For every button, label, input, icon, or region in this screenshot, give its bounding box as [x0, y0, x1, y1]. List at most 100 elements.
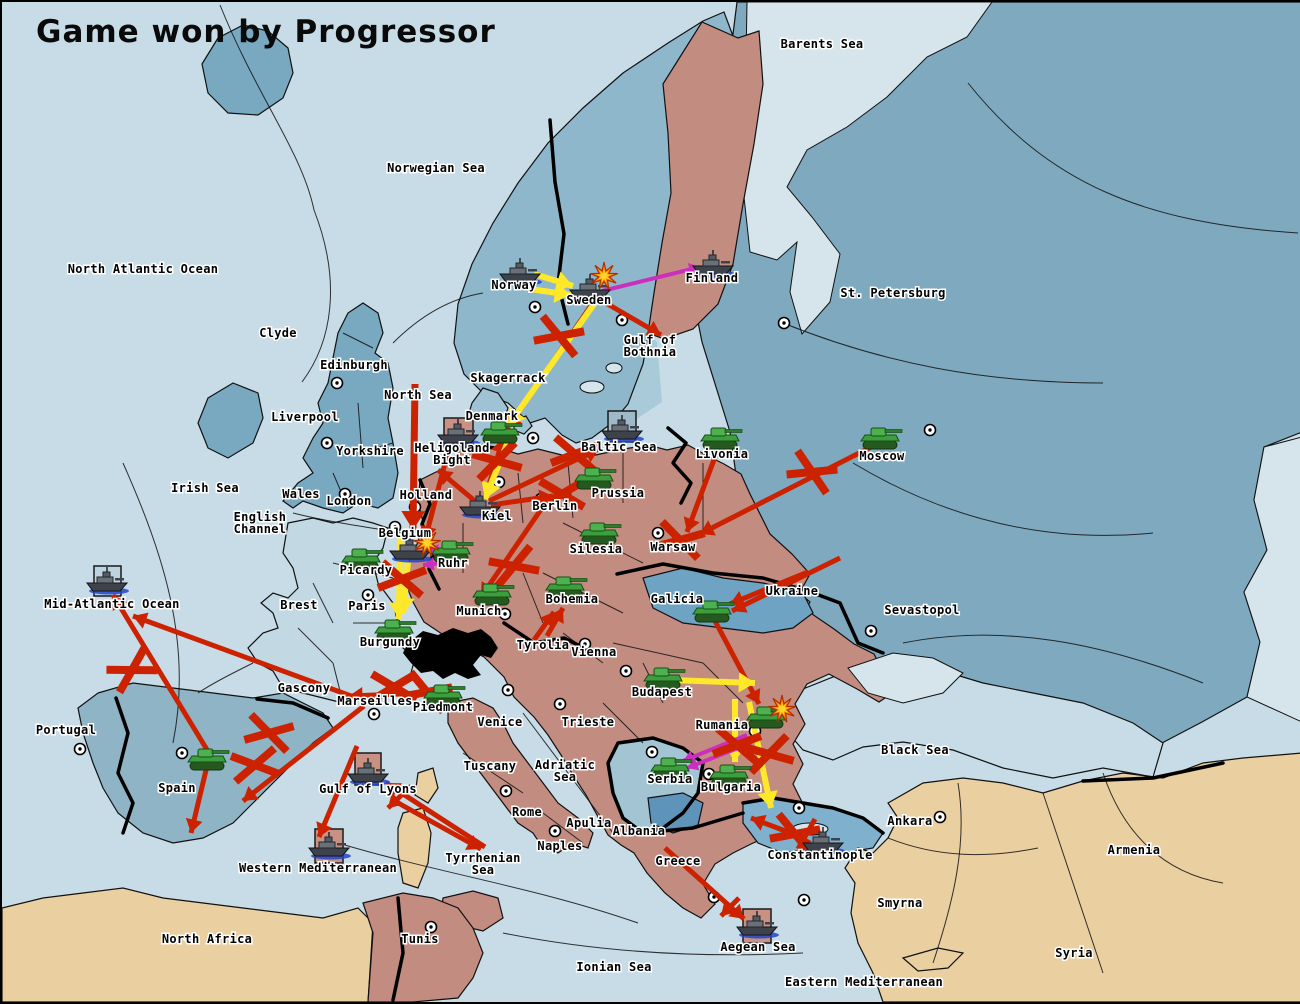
- army-unit[interactable]: [579, 522, 622, 545]
- explosion-icon: [412, 528, 442, 557]
- army-unit[interactable]: [650, 757, 693, 780]
- map-label: Piedmont: [413, 700, 473, 714]
- map-label: Silesia: [570, 542, 623, 556]
- map-label: Ukraine: [766, 584, 819, 598]
- map-label: Ruhr: [438, 556, 468, 570]
- move-arrow-red: [420, 443, 453, 541]
- fleet-unit[interactable]: [347, 758, 390, 786]
- map-label: North Sea: [384, 388, 452, 402]
- switzerland-impassable: [403, 628, 498, 679]
- map-label: Portugal: [36, 723, 96, 737]
- map-label: Sweden: [566, 293, 611, 307]
- map-label: Ionian Sea: [576, 960, 651, 974]
- map-label: Serbia: [647, 772, 692, 786]
- fleet-unit[interactable]: [692, 250, 735, 278]
- map-label: Gulf of Bothnia: [624, 333, 677, 359]
- map-label: Ankara: [887, 814, 932, 828]
- map-label: Wales: [282, 487, 320, 501]
- supply-center-dot: [792, 801, 806, 815]
- supply-center-dot: [330, 376, 344, 390]
- map-label: Black Sea: [881, 743, 949, 757]
- fleet-unit[interactable]: [499, 258, 542, 286]
- move-arrow-yellow: [481, 432, 514, 501]
- map-label: Smyrna: [877, 896, 922, 910]
- map-label: Paris: [348, 599, 386, 613]
- map-label: Irish Sea: [171, 481, 239, 495]
- map-label: Rumania: [696, 718, 749, 732]
- province-labels-layer: Barents Sea Norwegian Sea North Atlantic O…: [34, 36, 1161, 991]
- map-label: Syria: [1055, 946, 1093, 960]
- map-label: Gascony: [278, 681, 331, 695]
- fleet-unit[interactable]: [802, 827, 845, 855]
- supply-center-dot: [578, 637, 592, 651]
- land-finland: [647, 21, 764, 340]
- map-label: Eastern Mediterranean: [785, 975, 943, 989]
- bounce-x-mark: [376, 559, 428, 599]
- fleet-unit[interactable]: [437, 419, 480, 447]
- map-label: Picardy: [340, 563, 393, 577]
- army-unit[interactable]: [187, 748, 230, 771]
- map-label: Norway: [491, 278, 536, 292]
- fleet-unit[interactable]: [86, 567, 129, 595]
- supply-center-dot: [175, 746, 189, 760]
- army-unit[interactable]: [545, 576, 588, 599]
- land-france: [247, 517, 416, 704]
- map-label: Burgundy: [360, 635, 420, 649]
- army-unit[interactable]: [374, 619, 417, 642]
- army-unit[interactable]: [746, 706, 789, 729]
- supply-center-dot: [361, 588, 375, 602]
- map-label: Kiel: [482, 509, 512, 523]
- move-arrow-red: [389, 796, 483, 852]
- move-arrow-red: [597, 296, 663, 338]
- army-unit[interactable]: [700, 427, 743, 450]
- supply-center-dot: [528, 300, 542, 314]
- supply-center-dot: [797, 893, 811, 907]
- units-layer[interactable]: [86, 250, 903, 939]
- map-label: Berlin: [532, 499, 577, 513]
- land-turkey: [844, 752, 1300, 1002]
- move-arrow-red: [683, 448, 721, 533]
- army-unit[interactable]: [574, 467, 617, 490]
- fleet-unit[interactable]: [736, 911, 779, 939]
- map-label: Mid-Atlantic Ocean: [44, 597, 179, 611]
- move-arrow-red: [110, 593, 212, 755]
- explosion-icon: [589, 261, 619, 290]
- army-unit[interactable]: [480, 421, 523, 444]
- map-label: Edinburgh: [320, 358, 388, 372]
- fleet-unit[interactable]: [569, 274, 612, 302]
- map-label: Heligoland Bight: [414, 441, 489, 467]
- army-unit[interactable]: [431, 540, 474, 563]
- land-scandinavia: [453, 11, 737, 444]
- army-unit[interactable]: [709, 764, 752, 787]
- fleet-unit[interactable]: [601, 415, 644, 443]
- army-unit[interactable]: [472, 583, 515, 606]
- map-label: Bulgaria: [701, 780, 761, 794]
- move-arrow-red: [730, 555, 842, 614]
- fleet-unit[interactable]: [308, 832, 351, 860]
- move-arrow-red: [185, 765, 210, 834]
- map-label: Liverpool: [271, 410, 339, 424]
- army-unit[interactable]: [423, 684, 466, 707]
- land-britain: [282, 302, 399, 514]
- map-label: Finland: [686, 271, 739, 285]
- land-galicia: [642, 567, 814, 634]
- army-unit[interactable]: [860, 427, 903, 450]
- map-label: Warsaw: [650, 540, 696, 554]
- fleet-unit[interactable]: [459, 491, 502, 519]
- bounce-x-mark: [229, 745, 281, 785]
- map-label: Constantinople: [767, 848, 872, 862]
- army-unit[interactable]: [692, 600, 735, 623]
- map-label: Naples: [537, 839, 582, 853]
- map-label: London: [326, 494, 371, 508]
- map-label: Sevastopol: [884, 603, 959, 617]
- move-arrow-red: [241, 704, 366, 803]
- map-label: Yorkshire: [336, 444, 404, 458]
- supply-center-dot: [320, 436, 334, 450]
- supply-center-dot: [619, 664, 633, 678]
- army-unit[interactable]: [341, 548, 384, 571]
- bounce-x-mark: [549, 434, 601, 474]
- map-label: Trieste: [562, 715, 615, 729]
- army-unit[interactable]: [643, 667, 686, 690]
